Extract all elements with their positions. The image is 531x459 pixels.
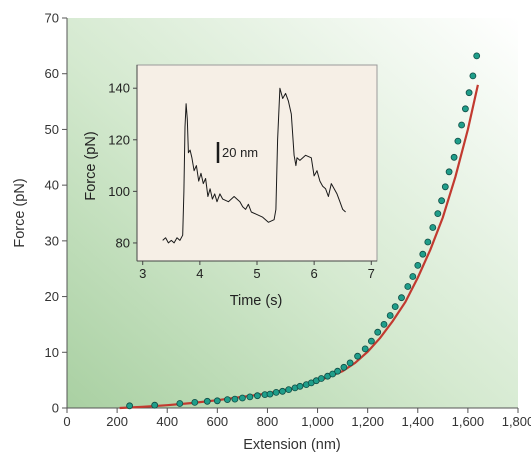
data-point — [296, 382, 304, 390]
data-point — [398, 294, 405, 302]
main-x-tick-label: 400 — [156, 414, 178, 429]
data-point — [238, 394, 246, 402]
main-series — [119, 52, 481, 410]
data-point — [409, 273, 417, 280]
data-point — [346, 359, 354, 367]
data-point — [126, 402, 134, 410]
main-y-tick-label: 20 — [45, 289, 59, 304]
main-axes: 0 200 400 600 800 1,000 1,200 1,400 1,600 1,800 0 1… — [45, 11, 531, 430]
data-point — [266, 390, 274, 398]
data-point — [334, 367, 342, 375]
data-point — [434, 210, 442, 218]
main-y-tick-label: 0 — [52, 401, 59, 416]
data-point — [354, 352, 362, 360]
data-point — [445, 168, 453, 176]
data-point — [414, 261, 422, 269]
data-point — [367, 337, 375, 345]
data-point — [380, 320, 388, 328]
data-point — [213, 397, 221, 405]
main-y-tick-label: 10 — [45, 345, 59, 360]
inset-y-axis-title: Force (pN) — [83, 131, 99, 200]
inset-scale-bar-label: 20 nm — [222, 145, 258, 160]
main-y-tick-label: 70 — [45, 11, 59, 26]
inset-x-tick-label: 6 — [311, 266, 318, 281]
inset-y-tick-label: 100 — [108, 184, 130, 199]
inset-x-tick-label: 5 — [253, 266, 260, 281]
data-point — [329, 370, 337, 378]
data-point — [279, 387, 286, 395]
data-point — [191, 398, 199, 406]
data-point — [454, 137, 462, 145]
data-point — [285, 386, 293, 394]
data-point — [340, 363, 348, 371]
data-point — [317, 375, 325, 382]
main-x-tick-label: 1,400 — [402, 414, 435, 429]
data-point — [246, 393, 254, 401]
inset-x-tick-label: 4 — [196, 266, 203, 281]
inset-y-tick-label: 140 — [108, 81, 130, 96]
main-y-tick-label: 40 — [45, 178, 59, 193]
inset-x-axis-title: Time (s) — [230, 293, 283, 309]
data-point — [176, 400, 184, 407]
inset-y-tick-label: 120 — [108, 132, 130, 147]
main-x-tick-label: 1,200 — [351, 414, 384, 429]
data-point — [374, 328, 382, 336]
main-y-tick-label: 30 — [45, 233, 59, 248]
data-point — [465, 89, 473, 97]
data-point — [424, 238, 432, 246]
data-point — [441, 183, 449, 191]
data-point — [450, 153, 458, 161]
data-point — [272, 388, 280, 396]
data-point — [458, 121, 466, 129]
data-point — [429, 224, 437, 231]
main-x-tick-label: 1,000 — [301, 414, 334, 429]
data-point — [361, 345, 369, 353]
main-y-axis-title: Force (pN) — [12, 178, 28, 247]
data-point — [469, 72, 477, 80]
data-point — [419, 250, 427, 258]
data-point — [391, 303, 399, 311]
inset-y-tick-label: 80 — [116, 235, 130, 250]
data-point — [473, 52, 481, 60]
force-time-trace — [162, 87, 346, 244]
data-point — [461, 105, 469, 113]
inset-plot-background — [136, 64, 378, 262]
inset-series — [162, 87, 346, 244]
inset-x-tick-label: 7 — [368, 266, 375, 281]
data-point — [231, 395, 239, 403]
main-x-axis-title: Extension (nm) — [243, 437, 341, 453]
data-point — [223, 396, 231, 404]
inset-axes: 3 4 5 6 7 80 100 120 140 — [108, 65, 377, 281]
main-y-tick-label: 50 — [45, 122, 59, 137]
data-point — [151, 401, 159, 409]
data-point — [438, 197, 446, 205]
data-point — [386, 312, 394, 319]
main-x-tick-label: 1,600 — [452, 414, 485, 429]
data-point — [203, 397, 211, 405]
main-x-tick-label: 0 — [63, 414, 70, 429]
data-point — [404, 283, 412, 290]
inset-x-tick-label: 3 — [139, 266, 146, 281]
main-x-tick-label: 1,800 — [502, 414, 531, 429]
main-x-tick-label: 600 — [206, 414, 228, 429]
data-point — [253, 392, 261, 400]
fit-curve — [119, 84, 479, 410]
main-x-tick-label: 800 — [257, 414, 279, 429]
main-y-tick-label: 60 — [45, 66, 59, 81]
main-x-tick-label: 200 — [106, 414, 128, 429]
